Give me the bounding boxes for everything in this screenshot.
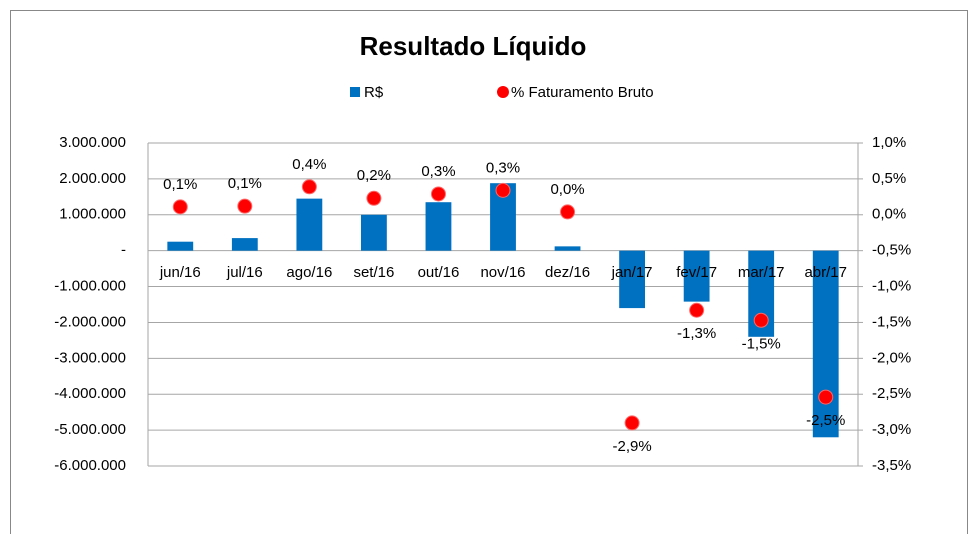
point — [366, 190, 382, 206]
point — [753, 312, 769, 328]
data-label: 0,1% — [163, 176, 197, 193]
x-tick-label: abr/17 — [804, 264, 847, 281]
point — [689, 302, 705, 318]
y-tick-label: 2.000.000 — [59, 170, 126, 187]
x-tick-label: nov/16 — [480, 264, 525, 281]
bar — [296, 198, 323, 251]
point — [495, 182, 511, 198]
x-tick-label: out/16 — [418, 264, 460, 281]
y-tick-label: -6.000.000 — [54, 457, 126, 474]
x-tick-label: mar/17 — [738, 264, 785, 281]
y2-tick-label: -0,5% — [872, 242, 911, 259]
y-tick-label: - — [121, 242, 126, 259]
legend-swatch — [497, 86, 509, 98]
y-tick-label: -5.000.000 — [54, 421, 126, 438]
bar — [619, 250, 645, 309]
point — [237, 198, 253, 214]
y-tick-label: -2.000.000 — [54, 313, 126, 330]
data-label: -2,5% — [806, 412, 845, 429]
y-tick-label: -4.000.000 — [54, 385, 126, 402]
y-tick-label: -3.000.000 — [54, 349, 126, 366]
bar — [167, 241, 194, 251]
y-tick-label: 3.000.000 — [59, 134, 126, 151]
data-label: 0,4% — [292, 156, 326, 173]
y2-tick-label: 0,5% — [872, 170, 906, 187]
y2-tick-label: -1,0% — [872, 278, 911, 295]
y2-tick-label: 0,0% — [872, 206, 906, 223]
chart-frame — [10, 10, 968, 534]
point — [430, 186, 446, 202]
data-label: 0,3% — [421, 163, 455, 180]
point — [818, 389, 834, 405]
legend-label: % Faturamento Bruto — [511, 84, 654, 101]
data-label: -1,3% — [677, 325, 716, 342]
chart-title: Resultado Líquido — [360, 31, 587, 61]
point — [172, 199, 188, 215]
x-tick-label: jul/16 — [226, 264, 263, 281]
y2-tick-label: -2,5% — [872, 385, 911, 402]
y-tick-label: 1.000.000 — [59, 206, 126, 223]
bar — [425, 202, 452, 251]
data-label: -2,9% — [612, 438, 651, 455]
bar — [361, 214, 387, 251]
x-tick-label: jun/16 — [159, 264, 201, 281]
y2-tick-label: -1,5% — [872, 313, 911, 330]
y2-tick-label: 1,0% — [872, 134, 906, 151]
legend-swatch — [350, 87, 360, 97]
point — [560, 204, 576, 220]
point — [624, 415, 640, 431]
bar — [683, 250, 710, 302]
y2-tick-label: -3,5% — [872, 457, 911, 474]
x-tick-label: jan/17 — [611, 264, 653, 281]
bar — [554, 246, 581, 251]
bar — [812, 250, 839, 438]
data-label: 0,0% — [550, 181, 584, 198]
x-tick-label: fev/17 — [676, 264, 717, 281]
data-label: -1,5% — [742, 335, 781, 352]
x-tick-label: ago/16 — [286, 264, 332, 281]
y-tick-label: -1.000.000 — [54, 278, 126, 295]
data-label: 0,2% — [357, 167, 391, 184]
legend-label: R$ — [364, 84, 384, 101]
data-label: 0,3% — [486, 159, 520, 176]
data-label: 0,1% — [228, 175, 262, 192]
y2-tick-label: -2,0% — [872, 349, 911, 366]
y2-tick-label: -3,0% — [872, 421, 911, 438]
x-tick-label: set/16 — [353, 264, 394, 281]
point — [301, 179, 317, 195]
x-tick-label: dez/16 — [545, 264, 590, 281]
bar — [231, 238, 258, 251]
